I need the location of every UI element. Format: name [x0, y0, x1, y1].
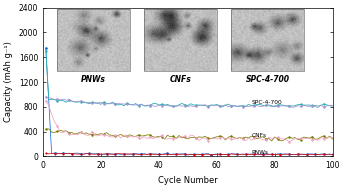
Y-axis label: Capacity (mAh g⁻¹): Capacity (mAh g⁻¹): [4, 42, 13, 122]
Text: SPC-4-700: SPC-4-700: [251, 100, 282, 105]
Bar: [144, 9, 217, 71]
Text: CNFs: CNFs: [170, 75, 191, 84]
Bar: [231, 9, 304, 71]
Text: CNFs: CNFs: [251, 133, 267, 138]
Text: PNWs: PNWs: [81, 75, 106, 84]
Bar: [57, 9, 130, 71]
Text: SPC-4-700: SPC-4-700: [245, 75, 289, 84]
X-axis label: Cycle Number: Cycle Number: [158, 176, 218, 185]
Text: PNWs: PNWs: [251, 150, 268, 155]
